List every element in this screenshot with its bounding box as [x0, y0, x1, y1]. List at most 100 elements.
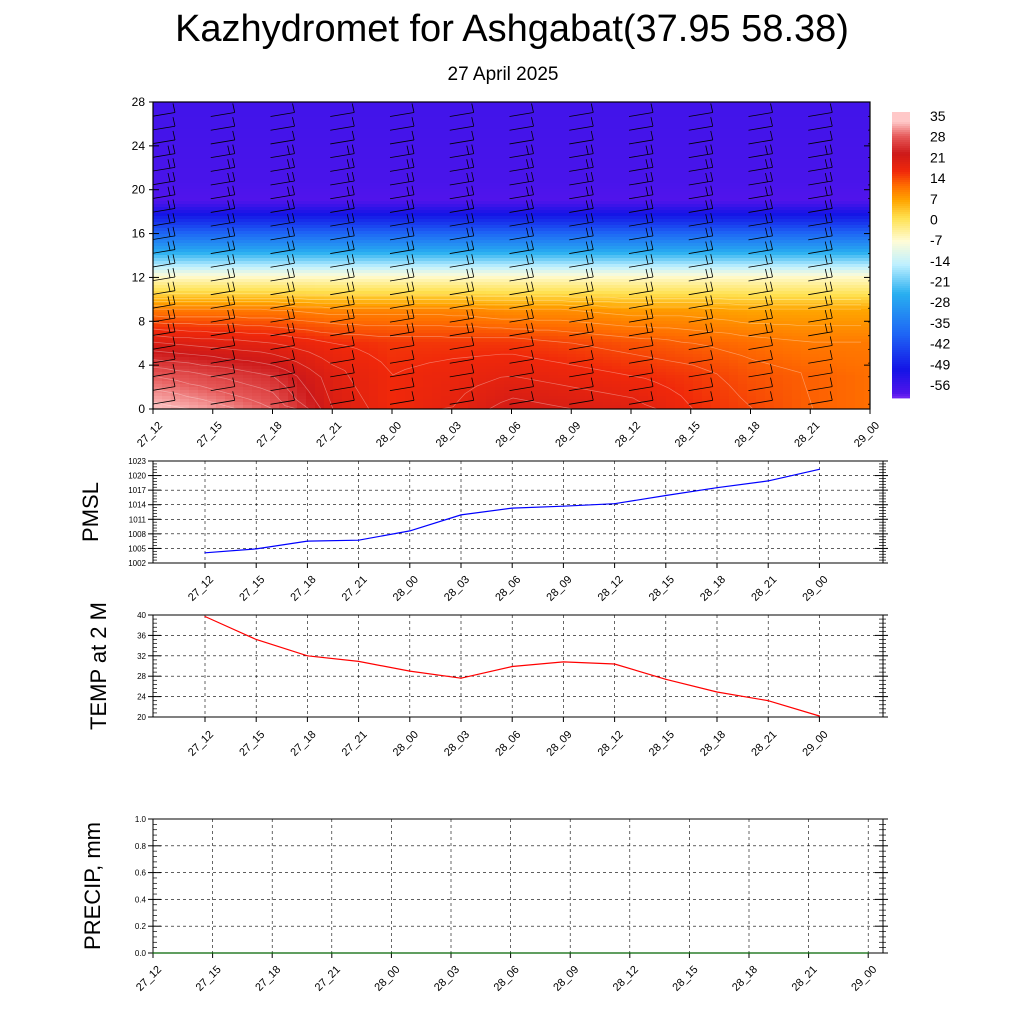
colorbar-cell [892, 264, 910, 267]
pmsl-panel: 1002 1005 1008 1011 1014 1017 1020 1023 27_12 27_… [78, 457, 888, 604]
x-tick-label: 28_15 [647, 729, 677, 759]
series-point [767, 480, 769, 482]
wind-barb [389, 226, 415, 241]
colorbar-cell [892, 364, 910, 367]
y-tick-label: 24 [137, 693, 146, 702]
colorbar-cell [892, 232, 910, 235]
y-tick-label: 4 [138, 358, 145, 372]
wind-barb [628, 309, 654, 323]
wind-barb [688, 309, 714, 323]
wind-barb [389, 281, 415, 296]
colorbar-cell [892, 184, 910, 187]
colorbar-cell [892, 126, 910, 129]
colorbar-cell [892, 386, 910, 389]
wind-barb [270, 350, 295, 364]
series-point [306, 540, 308, 542]
plot-frame [152, 460, 884, 564]
colorbar-cell [892, 356, 910, 359]
wind-barb [628, 254, 654, 268]
wind-barb [867, 184, 870, 186]
colorbar-label: 35 [930, 108, 946, 124]
colorbar-cell [892, 304, 910, 307]
wind-barb [569, 391, 594, 405]
y-axis-label: PRECIP, mm [80, 822, 105, 950]
wind-barb [210, 336, 236, 350]
y-tick-label: 1005 [128, 544, 146, 553]
wind-barb [153, 185, 176, 199]
wind-barb [569, 254, 594, 268]
wind-barb [509, 254, 534, 268]
wind-barb [330, 281, 355, 296]
wind-barb [153, 350, 176, 364]
wind-barb [270, 267, 295, 282]
wind-barb [153, 130, 176, 144]
wind-barb [569, 240, 594, 254]
wind-barb [153, 254, 176, 268]
wind-barb [270, 281, 295, 296]
y-tick-label: 24 [132, 139, 146, 153]
y-tick-label: 32 [137, 652, 146, 661]
y-tick-label: 0.4 [135, 895, 147, 904]
colorbar-cell [892, 170, 910, 173]
colorbar-cell [892, 166, 910, 169]
colorbar-cell [892, 374, 910, 377]
wind-barb [808, 350, 833, 364]
colorbar-cell [892, 190, 910, 193]
colorbar-cell [892, 370, 910, 373]
x-tick-label: 28_18 [698, 574, 728, 604]
wind-barb [210, 144, 236, 159]
wind-barb [153, 240, 176, 254]
colorbar-cell [892, 392, 910, 395]
wind-barb [449, 267, 475, 282]
colorbar-cell [892, 314, 910, 317]
wind-barb [153, 377, 176, 391]
colorbar-cell [892, 376, 910, 379]
wind-barb [210, 226, 236, 241]
colorbar-cell [892, 278, 910, 281]
colorbar-cell [892, 252, 910, 255]
wind-barb [628, 171, 654, 186]
wind-barb [688, 158, 714, 172]
wind-barb [330, 322, 355, 337]
colorbar-cell [892, 230, 910, 233]
wind-barb [153, 226, 176, 240]
wind-barb [509, 199, 534, 213]
colorbar-cell [892, 118, 910, 121]
wind-barb [389, 240, 415, 254]
colorbar-cell [892, 116, 910, 119]
wind-barb [569, 171, 594, 186]
wind-barb [153, 363, 176, 377]
wind-barb [389, 103, 415, 117]
wind-barb [270, 377, 295, 392]
wind-barb [569, 281, 594, 296]
colorbar-cell [892, 284, 910, 287]
wind-barb [153, 117, 176, 131]
colorbar-cell [892, 396, 910, 399]
wind-barb [867, 129, 870, 131]
x-tick-label: 27_12 [186, 729, 216, 759]
colorbar-cell [892, 160, 910, 163]
colorbar-cell [892, 254, 910, 257]
wind-barb [628, 363, 654, 378]
x-tick-label: 27_18 [255, 420, 285, 450]
colorbar-cell [892, 156, 910, 159]
contour-lines [153, 293, 861, 409]
wind-barb [867, 211, 870, 213]
x-tick-label: 28_06 [494, 420, 524, 450]
y-axis-label: PMSL [78, 482, 103, 542]
y-tick-label: 16 [132, 227, 146, 241]
x-tick-label: 29_00 [800, 574, 830, 604]
colorbar-cell [892, 248, 910, 251]
colorbar-cell [892, 134, 910, 137]
x-tick-label: 29_00 [852, 420, 882, 450]
wind-barb [330, 171, 355, 186]
colorbar-cell [892, 124, 910, 127]
wind-barb [389, 199, 415, 213]
wind-barb [688, 267, 714, 282]
series-point [255, 548, 257, 550]
wind-barb [270, 144, 295, 159]
wind-barb [867, 280, 870, 282]
y-tick-label: 1014 [128, 501, 146, 510]
wind-barb [270, 171, 295, 186]
wind-barb [867, 252, 870, 254]
